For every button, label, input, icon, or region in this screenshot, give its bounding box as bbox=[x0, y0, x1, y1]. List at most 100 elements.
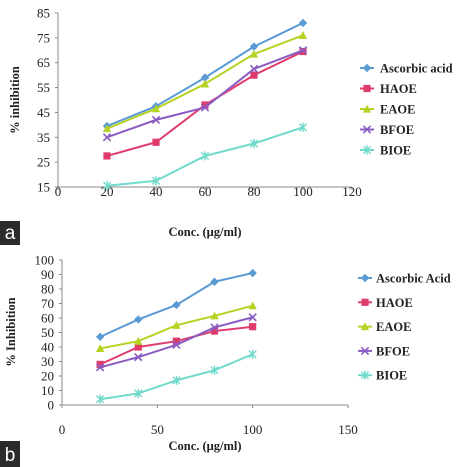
y-tick-label: 55 bbox=[37, 80, 50, 95]
data-point-haoe bbox=[250, 71, 258, 79]
data-point-eaoe bbox=[102, 124, 112, 133]
panel-tag-box bbox=[0, 441, 20, 467]
data-point-eaoe bbox=[134, 337, 143, 345]
data-point-bioe bbox=[200, 151, 210, 161]
data-point-bioe bbox=[248, 349, 257, 359]
legend-label-eaoe: EAOE bbox=[380, 103, 415, 117]
data-point-bioe bbox=[210, 365, 219, 375]
y-tick-label: 15 bbox=[37, 180, 50, 195]
y-axis-title: % Inhibition bbox=[4, 297, 18, 366]
legend-marker-eaoe bbox=[362, 104, 372, 113]
data-point-bfoe bbox=[102, 133, 112, 142]
y-tick-label: 80 bbox=[41, 282, 54, 297]
legend-marker-haoe bbox=[363, 84, 371, 93]
x-tick-label: 100 bbox=[243, 422, 263, 437]
y-tick-label: 65 bbox=[37, 55, 50, 70]
series-bfoe bbox=[102, 46, 308, 142]
legend-label-haoe: HAOE bbox=[380, 82, 417, 96]
data-point-bfoe bbox=[249, 64, 259, 74]
legend-label-bfoe: BFOE bbox=[376, 344, 410, 358]
data-point-eaoe bbox=[298, 31, 308, 39]
data-point-haoe bbox=[299, 47, 307, 56]
data-point-bfoe bbox=[200, 103, 210, 112]
x-tick-label: 0 bbox=[55, 184, 62, 199]
legend-marker-bfoe bbox=[362, 125, 372, 134]
data-point-eaoe bbox=[210, 311, 219, 320]
legend-marker-haoe bbox=[361, 298, 369, 306]
data-point-eaoe bbox=[249, 49, 259, 58]
data-point-ascorbic-acid bbox=[298, 18, 308, 28]
y-tick-label: 20 bbox=[41, 369, 54, 384]
y-tick-label: 85 bbox=[37, 6, 50, 21]
data-point-bfoe bbox=[134, 352, 143, 362]
data-point-bfoe bbox=[151, 115, 161, 125]
data-point-bioe bbox=[249, 138, 259, 149]
legend-marker-bfoe bbox=[360, 346, 370, 356]
data-point-eaoe bbox=[172, 321, 181, 329]
legend-marker-ascorbic-acid bbox=[360, 273, 370, 283]
x-tick-label: 40 bbox=[150, 184, 163, 199]
data-point-bioe bbox=[298, 122, 308, 132]
data-point-ascorbic-acid bbox=[210, 277, 219, 286]
data-point-bioe bbox=[102, 181, 112, 191]
series-eaoe bbox=[95, 301, 257, 353]
data-point-haoe bbox=[96, 360, 104, 368]
data-point-bioe bbox=[96, 394, 105, 404]
data-point-haoe bbox=[210, 327, 219, 335]
x-tick-label: 50 bbox=[151, 422, 164, 437]
series-bioe bbox=[102, 122, 308, 191]
y-tick-label: 60 bbox=[41, 311, 54, 326]
legend-label-bioe: BIOE bbox=[376, 369, 407, 383]
legend-label-haoe: HAOE bbox=[376, 296, 413, 310]
y-tick-label: 90 bbox=[41, 267, 54, 282]
chart-panel-a: 15 25 35 45 55 65 75 85 0 20 40 60 80 100 120 Conc. (μg… bbox=[0, 6, 453, 245]
y-tick-label: 10 bbox=[41, 383, 54, 398]
data-point-haoe bbox=[103, 152, 111, 160]
legend: Ascorbic Acid HAOE EAOE BFOE BIOE bbox=[358, 272, 451, 383]
x-tick-label: 20 bbox=[101, 184, 114, 199]
y-tick-label: 35 bbox=[37, 130, 50, 145]
data-point-bioe bbox=[172, 375, 181, 385]
x-tick-label: 100 bbox=[293, 184, 313, 199]
data-point-eaoe bbox=[95, 344, 105, 353]
series-ascorbic-acid bbox=[95, 268, 257, 342]
y-tick-label: 40 bbox=[41, 340, 54, 355]
panel-tag-label: a bbox=[5, 223, 16, 244]
y-tick-label: 25 bbox=[37, 155, 50, 170]
data-point-eaoe bbox=[151, 104, 161, 113]
legend-label-eaoe: EAOE bbox=[376, 320, 411, 334]
legend: Ascorbic acid HAOE EAOE BFOE BIOE bbox=[360, 62, 453, 158]
data-point-eaoe bbox=[200, 79, 210, 88]
data-point-bfoe bbox=[210, 323, 219, 332]
panel-tag: a bbox=[0, 221, 20, 245]
data-point-ascorbic-acid bbox=[95, 332, 105, 342]
data-point-haoe bbox=[152, 138, 160, 146]
data-point-haoe bbox=[172, 337, 180, 345]
legend-marker-ascorbic-acid bbox=[362, 63, 372, 73]
data-point-bioe bbox=[151, 176, 161, 186]
data-point-haoe bbox=[249, 323, 257, 331]
data-point-bfoe bbox=[298, 46, 308, 55]
data-point-ascorbic-acid bbox=[200, 73, 210, 82]
series-eaoe bbox=[102, 31, 308, 133]
data-point-bfoe bbox=[172, 340, 181, 349]
legend-label-bfoe: BFOE bbox=[380, 123, 414, 137]
panel-tag-label: b bbox=[5, 445, 16, 466]
y-tick-label: 0 bbox=[48, 398, 55, 413]
data-point-ascorbic-acid bbox=[134, 315, 143, 324]
y-tick-label: 75 bbox=[37, 30, 50, 45]
data-point-haoe bbox=[134, 343, 142, 351]
x-tick-label: 150 bbox=[338, 422, 358, 437]
legend-label-bioe: BIOE bbox=[380, 144, 411, 158]
panel-tag: b bbox=[0, 441, 20, 467]
panel-tag-box bbox=[0, 221, 20, 245]
series-haoe bbox=[103, 47, 307, 160]
x-tick-label: 120 bbox=[342, 184, 362, 199]
legend-marker-bioe bbox=[360, 370, 370, 380]
series-bfoe bbox=[95, 313, 257, 372]
legend-marker-eaoe bbox=[360, 322, 370, 331]
data-point-ascorbic-acid bbox=[172, 300, 181, 310]
